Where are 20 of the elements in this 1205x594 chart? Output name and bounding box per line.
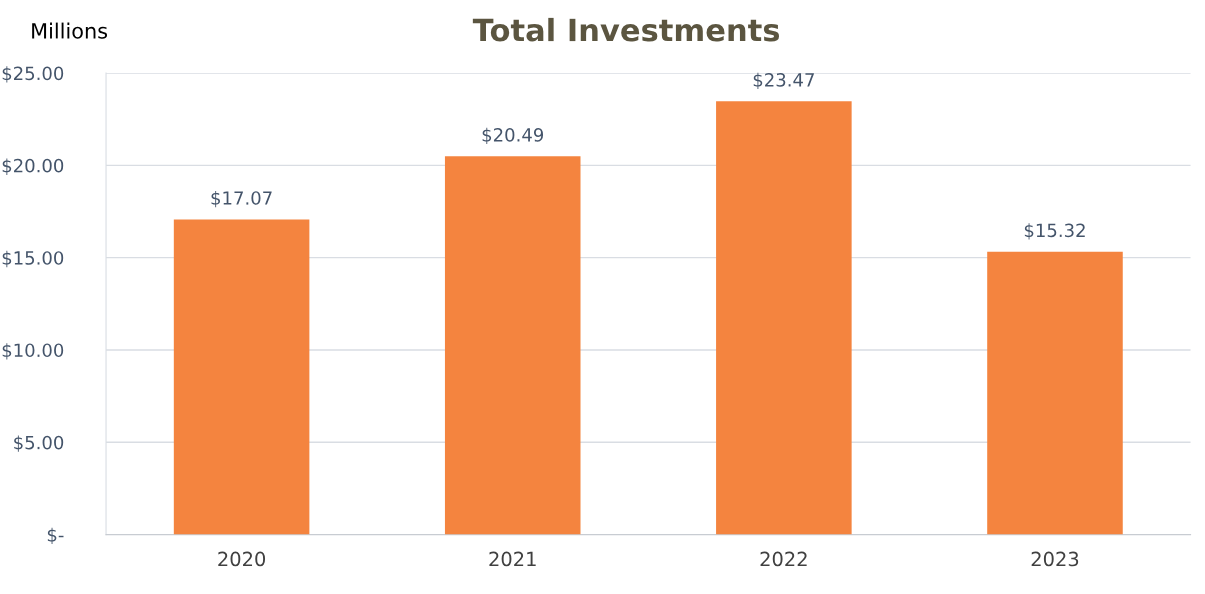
x-tick-label: 2021 bbox=[489, 551, 536, 567]
y-tick-label: $10.00 bbox=[2, 343, 64, 360]
y-axis-title: Millions bbox=[32, 22, 108, 39]
bar bbox=[444, 156, 581, 535]
y-tick-label: $15.00 bbox=[2, 250, 64, 268]
y-tick-label: $20.00 bbox=[2, 158, 64, 175]
y-tick-label: $5.00 bbox=[14, 435, 64, 452]
data-label: $15.32 bbox=[1024, 223, 1085, 240]
chart-title: Total Investments bbox=[472, 17, 780, 42]
x-tick-label: 2022 bbox=[760, 551, 807, 567]
data-label: $20.49 bbox=[482, 127, 544, 145]
y-tick-label: $25.00 bbox=[2, 66, 64, 83]
data-label: $23.47 bbox=[753, 72, 814, 90]
x-tick-label: 2020 bbox=[218, 551, 266, 567]
bar bbox=[987, 251, 1123, 535]
x-tick-label: 2023 bbox=[1031, 551, 1079, 567]
bar bbox=[716, 101, 852, 535]
data-label: $17.07 bbox=[211, 190, 272, 208]
y-tick-label: $- bbox=[47, 527, 64, 545]
bar bbox=[173, 219, 310, 535]
